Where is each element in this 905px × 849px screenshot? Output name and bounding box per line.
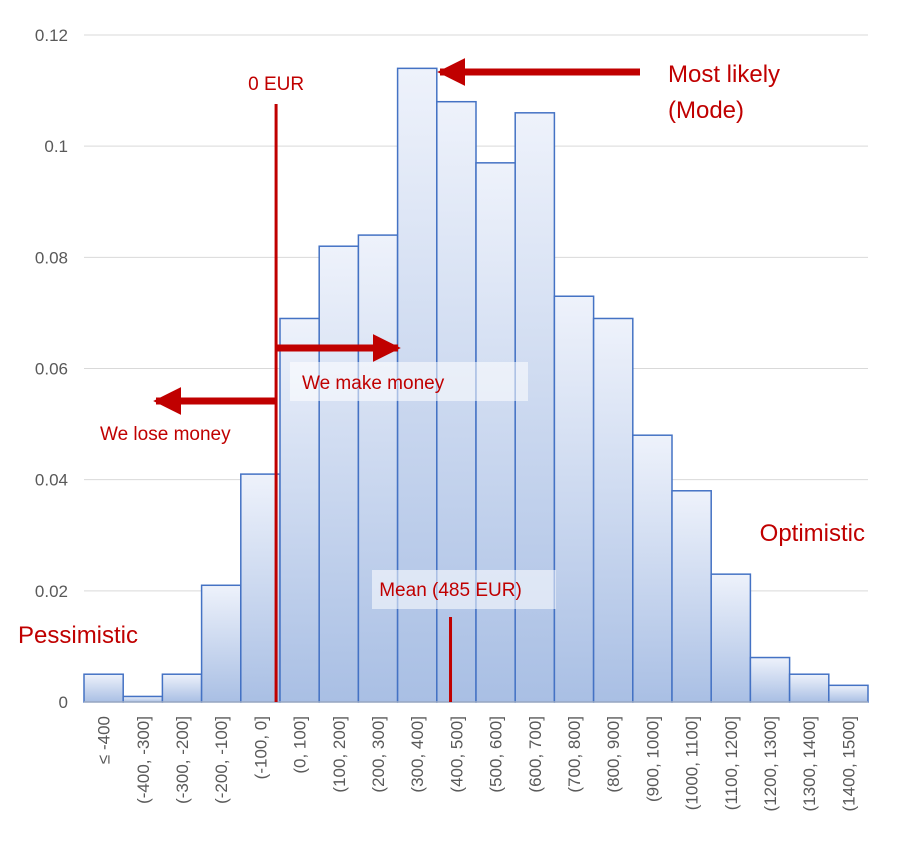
- mode-annotation-line-2: (Mode): [668, 97, 744, 124]
- bar: [318, 245, 360, 703]
- y-tick-label: 0.08: [35, 248, 68, 267]
- bar: [749, 656, 791, 703]
- x-tick-label: (900, 1000]: [643, 716, 662, 802]
- mean-reference-label: Mean (485 EUR): [379, 580, 522, 601]
- x-tick-label: (1300, 1400]: [800, 716, 819, 811]
- x-tick-label: (400, 500]: [447, 716, 466, 793]
- bar: [357, 234, 399, 703]
- y-tick-label: 0.1: [44, 137, 68, 156]
- bar: [240, 473, 281, 703]
- x-tick-label: (500, 600]: [487, 716, 506, 793]
- make-money-annotation: We make money: [302, 373, 445, 394]
- make-money-background: [290, 362, 528, 401]
- y-tick-label: 0.12: [35, 26, 68, 45]
- zero-reference-label: 0 EUR: [248, 74, 304, 95]
- lose-money-annotation: We lose money: [100, 424, 231, 445]
- x-tick-label: (0, 100]: [291, 716, 310, 774]
- x-tick-label: (1100, 1200]: [722, 716, 741, 810]
- x-tick-label: (-400, -300]: [134, 716, 153, 804]
- bar: [475, 162, 516, 703]
- x-tick-label: (1400, 1500]: [839, 716, 858, 811]
- mode-annotation-line-1: Most likely: [668, 61, 780, 88]
- bar: [122, 695, 164, 703]
- y-tick-label: 0.06: [35, 360, 68, 379]
- x-tick-label: ≤ -400: [95, 716, 114, 764]
- x-tick-label: (200, 300]: [369, 716, 388, 793]
- bar: [632, 434, 673, 703]
- y-tick-label: 0.02: [35, 582, 68, 601]
- optimistic-annotation: Optimistic: [760, 520, 865, 547]
- y-tick-label: 0.04: [35, 471, 68, 490]
- x-axis-ticks: ≤ -400 (-400, -300] (-300, -200] (-200, -10…: [95, 716, 859, 811]
- mean-label-background: [372, 570, 556, 609]
- x-tick-label: (700, 800]: [565, 716, 584, 793]
- x-tick-label: (100, 200]: [330, 716, 349, 793]
- bar: [83, 673, 124, 703]
- pessimistic-annotation: Pessimistic: [18, 622, 138, 649]
- x-tick-label: (-200, -100]: [212, 716, 231, 804]
- x-tick-label: (800, 900]: [604, 716, 623, 793]
- mode-annotation: Most likely (Mode): [668, 61, 787, 124]
- y-tick-label: 0: [59, 693, 68, 712]
- bar: [710, 573, 752, 703]
- bar: [514, 112, 556, 703]
- bar: [592, 317, 634, 703]
- x-tick-label: (-100, 0]: [251, 716, 270, 779]
- y-axis-ticks: 0 0.02 0.04 0.06 0.08 0.1 0.12: [35, 26, 68, 712]
- bar: [436, 100, 477, 703]
- bar: [828, 684, 869, 703]
- x-tick-label: (-300, -200]: [173, 716, 192, 804]
- bar: [161, 673, 203, 703]
- x-tick-label: (300, 400]: [408, 716, 427, 793]
- bar: [671, 490, 712, 703]
- x-tick-label: (1200, 1300]: [761, 716, 780, 811]
- bar: [200, 584, 242, 703]
- annotations: 0 EUR Mean (485 EUR) Most likely (Mode) …: [18, 58, 865, 702]
- x-tick-label: (1000, 1100]: [683, 716, 702, 810]
- bar: [553, 295, 595, 703]
- x-tick-label: (600, 700]: [526, 716, 545, 793]
- bar: [788, 673, 830, 703]
